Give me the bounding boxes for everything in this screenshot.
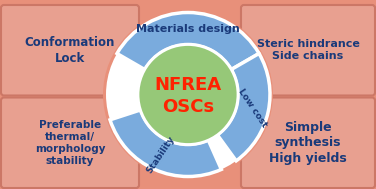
Wedge shape [117,12,259,70]
Text: Steric hindrance
Side chains: Steric hindrance Side chains [256,39,359,61]
Text: Low cost: Low cost [237,87,269,129]
FancyBboxPatch shape [1,98,139,188]
Circle shape [103,9,273,180]
Text: NFREA: NFREA [155,75,221,94]
FancyBboxPatch shape [241,5,375,95]
Wedge shape [217,53,270,161]
FancyBboxPatch shape [241,98,375,188]
Text: Conformation
Lock: Conformation Lock [25,36,115,64]
Wedge shape [110,110,221,177]
Text: Simple
synthesis
High yields: Simple synthesis High yields [269,121,347,165]
Text: Stability: Stability [146,134,177,175]
Text: Preferable
thermal/
morphology
stability: Preferable thermal/ morphology stability [35,120,105,166]
FancyBboxPatch shape [1,5,139,95]
Circle shape [138,44,238,145]
Circle shape [106,12,270,177]
Text: Materials design: Materials design [136,23,240,33]
Text: OSCs: OSCs [162,98,214,115]
